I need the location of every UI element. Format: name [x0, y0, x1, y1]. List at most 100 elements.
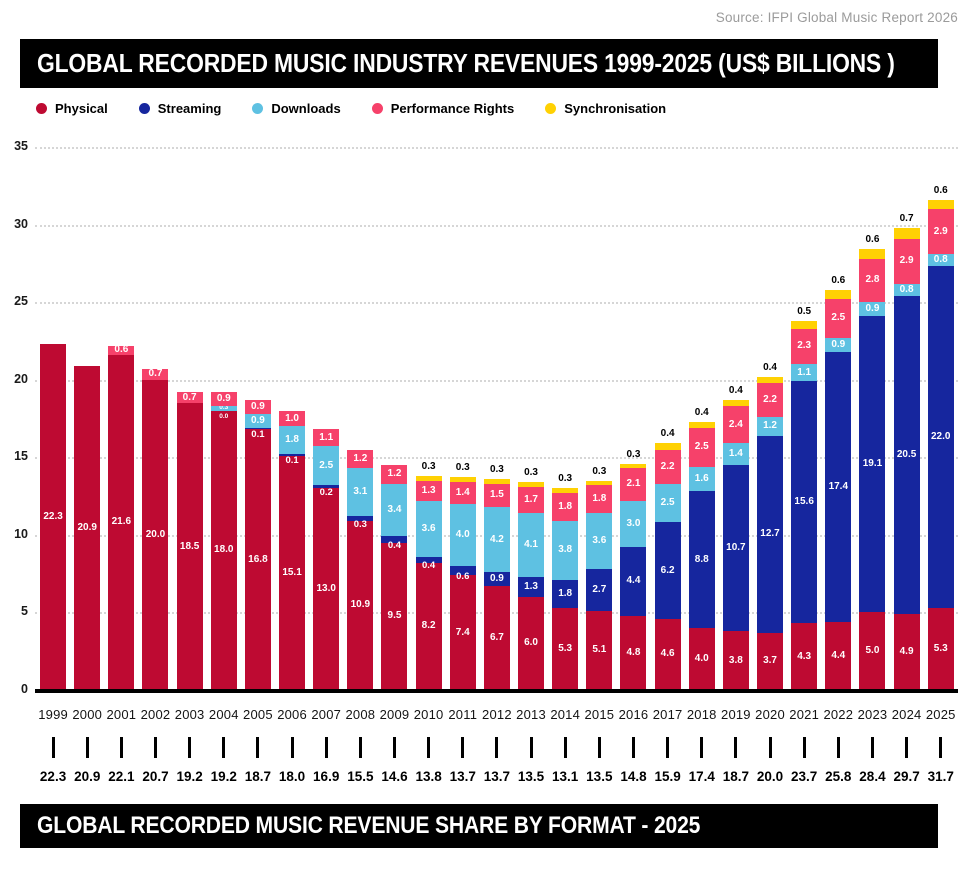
segment-value-physical-2003: 18.5	[179, 540, 200, 552]
segment-value-physical-2004: 18.0	[214, 544, 234, 556]
total-label-2021: 23.7	[791, 769, 818, 784]
segment-value-synchronisation-2014: 0.3	[558, 473, 573, 485]
segment-synchronisation-2015	[586, 480, 613, 486]
tick-mark-2007	[324, 737, 328, 758]
segment-value-performance-rights-2011: 1.4	[455, 486, 470, 498]
total-label-2003: 19.2	[176, 769, 203, 784]
x-axis-tick-marks	[36, 737, 958, 758]
total-label-2010: 13.8	[415, 769, 442, 784]
segment-value-physical-2010: 8.2	[421, 620, 436, 632]
segment-value-performance-rights-2017: 2.2	[660, 460, 675, 472]
segment-performance-rights-2023: 2.8	[859, 258, 886, 303]
x-axis-year-labels: 1999 2000 2001 2002 2003 2004 2005 2006 2007 2008…	[36, 707, 958, 722]
segment-value-physical-1999: 22.3	[43, 511, 63, 523]
year-label-2020: 2020	[755, 707, 785, 722]
tick-mark-2008	[358, 737, 362, 758]
total-label-2014: 13.1	[552, 769, 579, 784]
segment-streaming-2025: 22.0	[927, 266, 954, 608]
segment-physical-2006: 15.1	[279, 455, 306, 690]
y-axis-label-35: 35	[14, 139, 28, 153]
gridline-20	[35, 379, 958, 382]
segment-downloads-2021: 1.1	[791, 364, 818, 382]
tick-mark-2015	[597, 737, 601, 758]
segment-value-synchronisation-2021: 0.5	[797, 305, 812, 317]
total-label-2019: 18.7	[722, 769, 750, 784]
segment-value-synchronisation-2012: 0.3	[489, 464, 504, 476]
segment-streaming-2020: 12.7	[757, 435, 784, 633]
legend-item-physical: Physical	[36, 101, 108, 116]
total-label-2005: 18.7	[244, 769, 272, 784]
total-label-2018: 17.4	[688, 769, 715, 784]
segment-streaming-2005	[244, 427, 271, 430]
total-label-2001: 22.1	[108, 769, 135, 784]
segment-streaming-2006	[279, 454, 306, 456]
segment-performance-rights-2017: 2.2	[654, 449, 681, 484]
segment-value-physical-2021: 4.3	[797, 650, 812, 662]
year-label-2005: 2005	[243, 707, 273, 722]
segment-value-downloads-2008: 3.1	[353, 486, 368, 498]
segment-performance-rights-2013: 1.7	[518, 486, 545, 514]
year-label-2001: 2001	[106, 707, 137, 722]
segment-downloads-2025: 0.8	[927, 254, 954, 267]
segment-downloads-2008: 3.1	[347, 468, 374, 517]
bar-2021: 4.3 15.6 1.1 2.3 0.5	[787, 147, 821, 690]
y-axis-label-5: 5	[21, 604, 28, 619]
segment-performance-rights-2003: 0.7	[176, 392, 203, 403]
bar-2010: 8.2 0.4 3.6 1.3 0.3	[412, 147, 446, 690]
year-label-2014: 2014	[550, 707, 581, 722]
segment-downloads-2024: 0.8	[893, 283, 920, 296]
legend-item-downloads: Downloads	[252, 101, 341, 116]
tick-mark-2014	[563, 737, 567, 758]
bar-1999: 22.3	[36, 147, 70, 690]
legend-dot-icon	[371, 103, 383, 114]
tick-mark-2003	[188, 737, 192, 758]
gridline-35	[35, 147, 958, 149]
year-label-2022: 2022	[823, 707, 854, 722]
tick-mark-2018	[700, 737, 704, 758]
tick-mark-2000	[85, 737, 89, 758]
bar-2003: 18.5 0.7	[173, 147, 207, 690]
y-axis-label-15: 15	[14, 449, 28, 464]
total-label-2020: 20.0	[756, 769, 784, 784]
total-label-2008: 15.5	[347, 769, 374, 784]
bar-2025: 5.3 22.0 0.8 2.9 0.6	[924, 147, 958, 690]
bar-2022: 4.4 17.4 0.9 2.5 0.6	[821, 147, 855, 690]
segment-physical-2001: 21.6	[108, 354, 135, 690]
segment-value-performance-rights-2022: 2.5	[831, 312, 846, 324]
segment-synchronisation-2025	[927, 199, 954, 210]
segment-downloads-2013: 4.1	[518, 513, 545, 577]
segment-downloads-2015: 3.6	[586, 513, 613, 569]
segment-value-performance-rights-2010: 1.3	[421, 484, 436, 496]
segment-value-downloads-2021: 1.1	[797, 366, 812, 378]
bar-2019: 3.8 10.7 1.4 2.4 0.4	[719, 147, 753, 690]
segment-physical-2010: 8.2	[415, 562, 442, 690]
legend-label: Physical	[55, 101, 108, 116]
segment-performance-rights-2015: 1.8	[586, 485, 613, 514]
segment-physical-2017: 4.6	[654, 618, 681, 690]
segment-value-performance-rights-2008: 1.2	[353, 452, 368, 464]
segment-synchronisation-2022	[825, 289, 852, 300]
segment-downloads-2011: 4.0	[449, 503, 476, 566]
segment-performance-rights-2009: 1.2	[381, 465, 408, 484]
bar-2012: 6.7 0.9 4.2 1.5 0.3	[480, 147, 514, 690]
bar-2001: 21.6 0.6	[104, 147, 138, 690]
legend-dot-icon	[545, 103, 557, 114]
segment-streaming-2017: 6.2	[654, 522, 681, 619]
segment-synchronisation-2011	[449, 477, 476, 483]
year-label-1999: 1999	[38, 707, 68, 722]
segment-streaming-2008	[347, 516, 374, 521]
segment-value-physical-2018: 4.0	[694, 652, 709, 664]
segment-performance-rights-2020: 2.2	[757, 382, 784, 417]
segment-downloads-2014: 3.8	[552, 520, 579, 580]
tick-mark-2001	[119, 737, 123, 758]
segment-value-synchronisation-2022: 0.6	[831, 274, 846, 286]
year-label-2013: 2013	[516, 707, 546, 722]
segment-value-synchronisation-2013: 0.3	[524, 467, 538, 479]
bar-2017: 4.6 6.2 2.5 2.2 0.4	[651, 147, 685, 690]
chart-plot-area: 0 5 10 15 20 25 30 35 22.3 20.9 21.6 0.6 20.0 0.7 18.5…	[0, 139, 978, 696]
gridline-30	[35, 224, 958, 227]
segment-downloads-2016: 3.0	[620, 500, 647, 548]
footer-title-bar: GLOBAL RECORDED MUSIC REVENUE SHARE BY F…	[20, 804, 938, 848]
segment-value-streaming-2013: 1.3	[524, 580, 538, 592]
